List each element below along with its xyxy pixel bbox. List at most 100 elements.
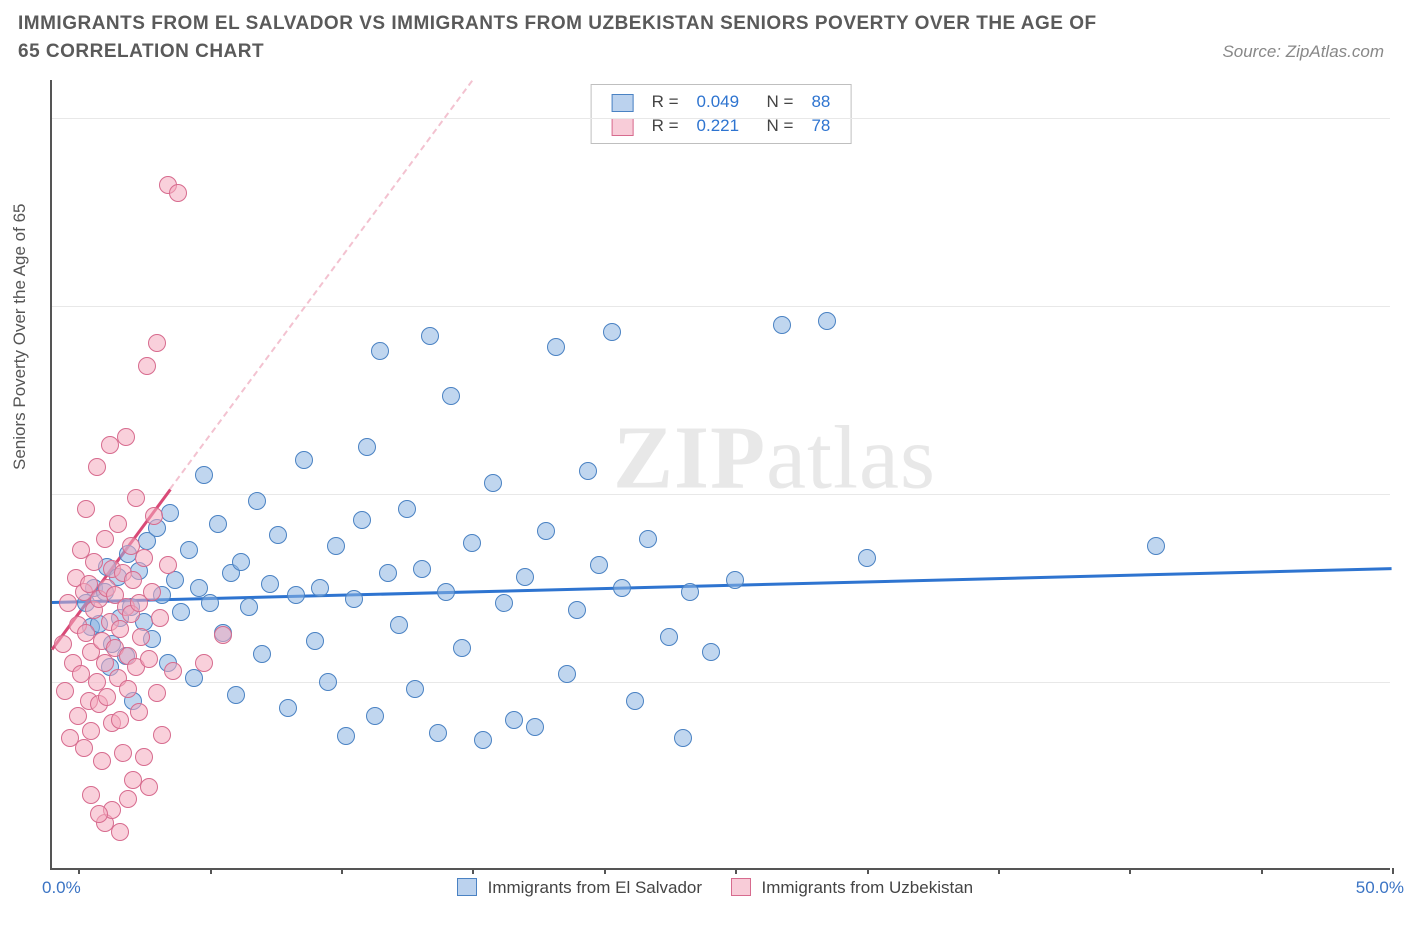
data-point (93, 752, 111, 770)
data-point (151, 609, 169, 627)
data-point (547, 338, 565, 356)
data-point (98, 688, 116, 706)
data-point (132, 628, 150, 646)
x-tick-mark (1129, 868, 1131, 874)
legend-swatch-blue (457, 878, 477, 896)
correlation-legend: R = 0.049 N = 88 R = 0.221 N = 78 (591, 84, 852, 144)
data-point (442, 387, 460, 405)
data-point (495, 594, 513, 612)
regression-line (169, 80, 473, 489)
data-point (702, 643, 720, 661)
y-tick-label: 20.0% (1398, 484, 1406, 504)
data-point (558, 665, 576, 683)
data-point (818, 312, 836, 330)
data-point (180, 541, 198, 559)
data-point (88, 458, 106, 476)
legend-swatch-blue (612, 94, 634, 112)
plot-area: ZIPatlas R = 0.049 N = 88 R = 0.221 N = … (50, 80, 1390, 870)
data-point (295, 451, 313, 469)
data-point (726, 571, 744, 589)
data-point (306, 632, 324, 650)
y-tick-label: 30.0% (1398, 296, 1406, 316)
gridline (52, 682, 1390, 683)
data-point (201, 594, 219, 612)
data-point (660, 628, 678, 646)
data-point (516, 568, 534, 586)
source-label: Source: ZipAtlas.com (1222, 42, 1384, 62)
data-point (674, 729, 692, 747)
data-point (505, 711, 523, 729)
data-point (164, 662, 182, 680)
x-tick-mark (735, 868, 737, 874)
data-point (366, 707, 384, 725)
legend-label-el-salvador: Immigrants from El Salvador (488, 878, 702, 897)
data-point (474, 731, 492, 749)
legend-r-blue: 0.049 (689, 91, 748, 113)
data-point (437, 583, 455, 601)
data-point (248, 492, 266, 510)
data-point (406, 680, 424, 698)
legend-r-label: R = (644, 91, 687, 113)
data-point (1147, 537, 1165, 555)
data-point (161, 504, 179, 522)
data-point (195, 654, 213, 672)
data-point (119, 790, 137, 808)
data-point (413, 560, 431, 578)
data-point (590, 556, 608, 574)
gridline (52, 306, 1390, 307)
data-point (526, 718, 544, 736)
data-point (639, 530, 657, 548)
data-point (90, 805, 108, 823)
data-point (148, 334, 166, 352)
data-point (537, 522, 555, 540)
data-point (145, 507, 163, 525)
data-point (117, 428, 135, 446)
data-point (96, 654, 114, 672)
data-point (153, 726, 171, 744)
x-tick-mark (210, 868, 212, 874)
data-point (59, 594, 77, 612)
data-point (773, 316, 791, 334)
data-point (124, 571, 142, 589)
data-point (613, 579, 631, 597)
y-axis-label: Seniors Poverty Over the Age of 65 (10, 204, 30, 470)
x-tick-mark (1261, 868, 1263, 874)
x-tick-mark (341, 868, 343, 874)
data-point (143, 583, 161, 601)
data-point (214, 626, 232, 644)
data-point (681, 583, 699, 601)
data-point (484, 474, 502, 492)
data-point (398, 500, 416, 518)
data-point (138, 357, 156, 375)
data-point (232, 553, 250, 571)
data-point (185, 669, 203, 687)
gridline (52, 118, 1390, 119)
data-point (858, 549, 876, 567)
data-point (109, 515, 127, 533)
x-tick-mark (472, 868, 474, 874)
data-point (337, 727, 355, 745)
data-point (261, 575, 279, 593)
data-point (111, 620, 129, 638)
data-point (240, 598, 258, 616)
legend-label-uzbekistan: Immigrants from Uzbekistan (762, 878, 974, 897)
data-point (453, 639, 471, 657)
x-tick-mark (1392, 868, 1394, 874)
legend-swatch-pink (612, 118, 634, 136)
data-point (311, 579, 329, 597)
data-point (319, 673, 337, 691)
data-point (111, 823, 129, 841)
x-tick-mark (604, 868, 606, 874)
data-point (75, 739, 93, 757)
data-point (85, 553, 103, 571)
y-tick-label: 10.0% (1398, 672, 1406, 692)
data-point (77, 500, 95, 518)
data-point (140, 650, 158, 668)
data-point (195, 466, 213, 484)
data-point (96, 530, 114, 548)
data-point (159, 556, 177, 574)
data-point (69, 707, 87, 725)
data-point (358, 438, 376, 456)
data-point (135, 748, 153, 766)
y-tick-label: 40.0% (1398, 108, 1406, 128)
